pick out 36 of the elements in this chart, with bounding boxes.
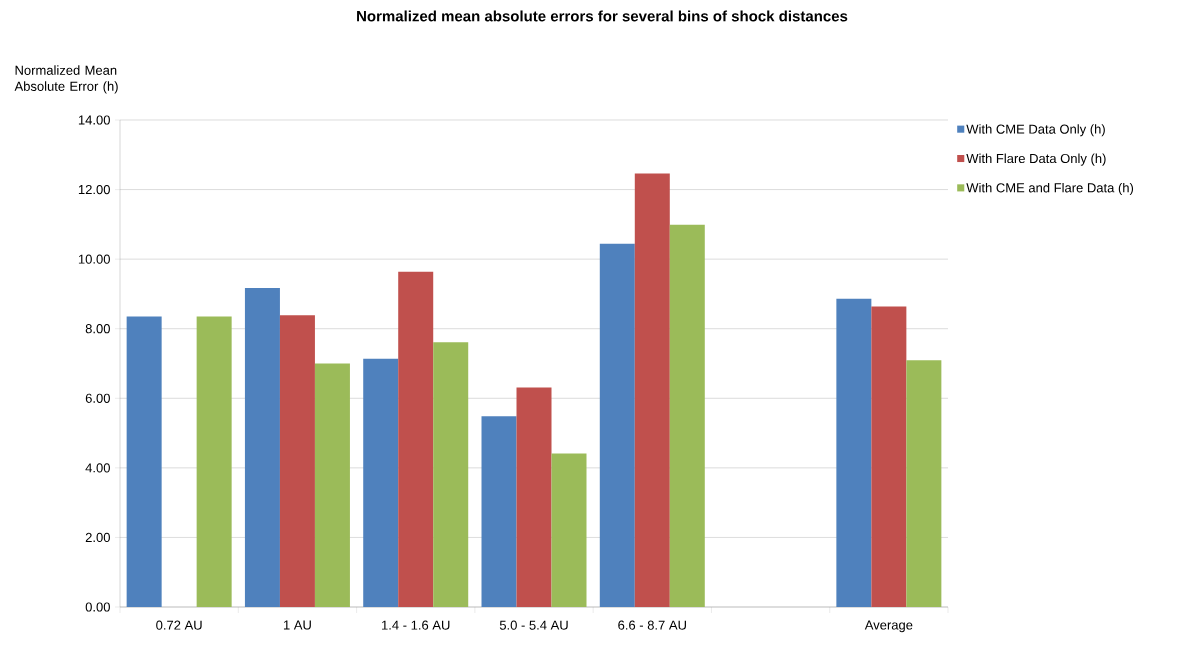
bar xyxy=(126,316,162,607)
x-tick-label: 0.72 AU xyxy=(156,620,202,630)
bar xyxy=(836,298,872,607)
bar xyxy=(481,416,517,607)
y-tick-label: 2.00 xyxy=(85,532,110,543)
bar xyxy=(906,360,942,607)
y-tick-label: 6.00 xyxy=(85,393,110,403)
x-tick-label: 6.6 - 8.7 AU xyxy=(618,620,686,630)
bar xyxy=(244,288,280,607)
bar xyxy=(669,224,705,607)
legend-label: With CME Data Only (h) xyxy=(966,124,1105,137)
bar xyxy=(279,315,315,607)
bar xyxy=(314,363,350,607)
bar xyxy=(363,358,399,607)
x-tick-label: 1.4 - 1.6 AU xyxy=(382,620,450,630)
y-tick-label: 0.00 xyxy=(85,602,110,612)
y-tick-label: 14.00 xyxy=(78,115,110,125)
bar xyxy=(196,316,232,607)
legend-label: With Flare Data Only (h) xyxy=(966,153,1106,166)
bar xyxy=(634,173,670,607)
bar xyxy=(433,342,469,607)
bar xyxy=(516,387,552,607)
x-tick-label: 1 AU xyxy=(283,620,311,630)
y-tick-label: 8.00 xyxy=(85,324,110,334)
x-tick-label: Average xyxy=(864,620,913,633)
x-tick-label: 5.0 - 5.4 AU xyxy=(499,620,568,630)
bar xyxy=(871,306,907,607)
bar xyxy=(551,453,587,607)
bar xyxy=(398,271,434,607)
y-tick-label: 10.00 xyxy=(78,254,110,264)
legend-label: With CME and Flare Data (h) xyxy=(966,182,1134,195)
y-tick-label: 4.00 xyxy=(85,463,110,473)
y-axis-title: Normalized Mean Absolute Error (h) xyxy=(14,65,118,94)
bar xyxy=(599,243,635,607)
y-tick-label: 12.00 xyxy=(78,184,110,195)
chart-title: Normalized mean absolute errors for several bins of shock distances xyxy=(357,10,848,22)
